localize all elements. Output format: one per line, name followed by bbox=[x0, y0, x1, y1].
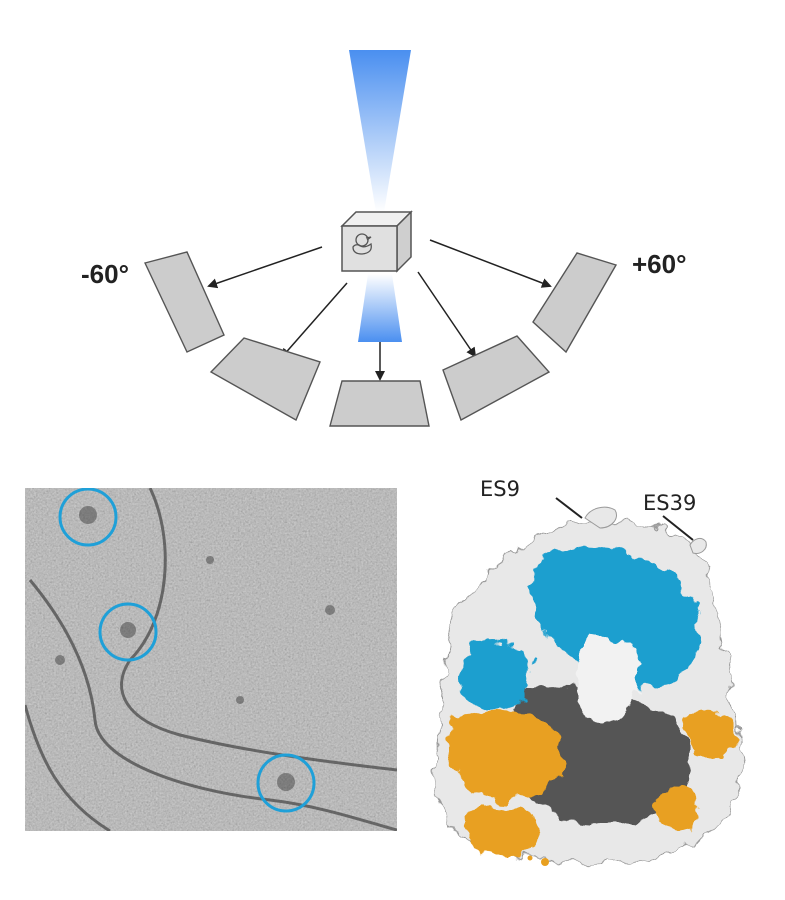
detectors bbox=[144, 251, 618, 427]
density-blue-top bbox=[533, 545, 698, 687]
dark-particles bbox=[55, 506, 335, 791]
angle-label-max: +60° bbox=[632, 249, 687, 279]
ribosome-density-map: ES9 ES39 bbox=[437, 477, 741, 866]
detector-tilt-plus-30 bbox=[442, 335, 551, 422]
es39-leader bbox=[662, 515, 694, 541]
arrow-tilt-minus-30 bbox=[280, 282, 348, 359]
density-white-center bbox=[577, 636, 641, 720]
es9-protrusion bbox=[584, 506, 617, 529]
es39-label: ES39 bbox=[643, 491, 696, 515]
angle-label-min: -60° bbox=[81, 259, 129, 289]
es-callouts bbox=[555, 497, 694, 541]
ribosome-marker-2 bbox=[98, 602, 158, 662]
density-orange-lower-right bbox=[653, 786, 703, 833]
density-blue-left bbox=[461, 640, 533, 711]
arrow-tilt-plus-30 bbox=[417, 271, 477, 358]
density-orange-left bbox=[446, 711, 564, 800]
sample-cube bbox=[340, 210, 413, 273]
detector-tilt-0 bbox=[329, 380, 430, 427]
detector-tilt-minus-60 bbox=[144, 251, 225, 353]
ribosome-markers bbox=[58, 488, 316, 813]
rubber-duck-icon bbox=[352, 233, 372, 255]
es39-protrusion bbox=[689, 537, 707, 554]
density-dark-core bbox=[509, 686, 691, 825]
tilt-series-schematic: -60° +60° bbox=[81, 50, 687, 427]
tilt-arrows bbox=[207, 239, 552, 381]
arrow-tilt-minus-60 bbox=[207, 246, 323, 289]
density-orange-bottom bbox=[464, 804, 539, 859]
ribosome-marker-3 bbox=[256, 753, 316, 813]
es9-leader bbox=[555, 497, 583, 519]
es9-label: ES9 bbox=[480, 477, 520, 501]
tomogram-slice bbox=[25, 488, 397, 831]
detector-tilt-plus-60 bbox=[532, 252, 618, 354]
electron-beam-upper bbox=[349, 50, 411, 212]
detector-tilt-minus-30 bbox=[209, 337, 321, 421]
arrow-tilt-plus-60 bbox=[429, 239, 552, 288]
density-orange-right bbox=[685, 709, 734, 763]
ribosome-marker-1 bbox=[58, 488, 118, 547]
electron-beam-lower bbox=[358, 274, 402, 342]
